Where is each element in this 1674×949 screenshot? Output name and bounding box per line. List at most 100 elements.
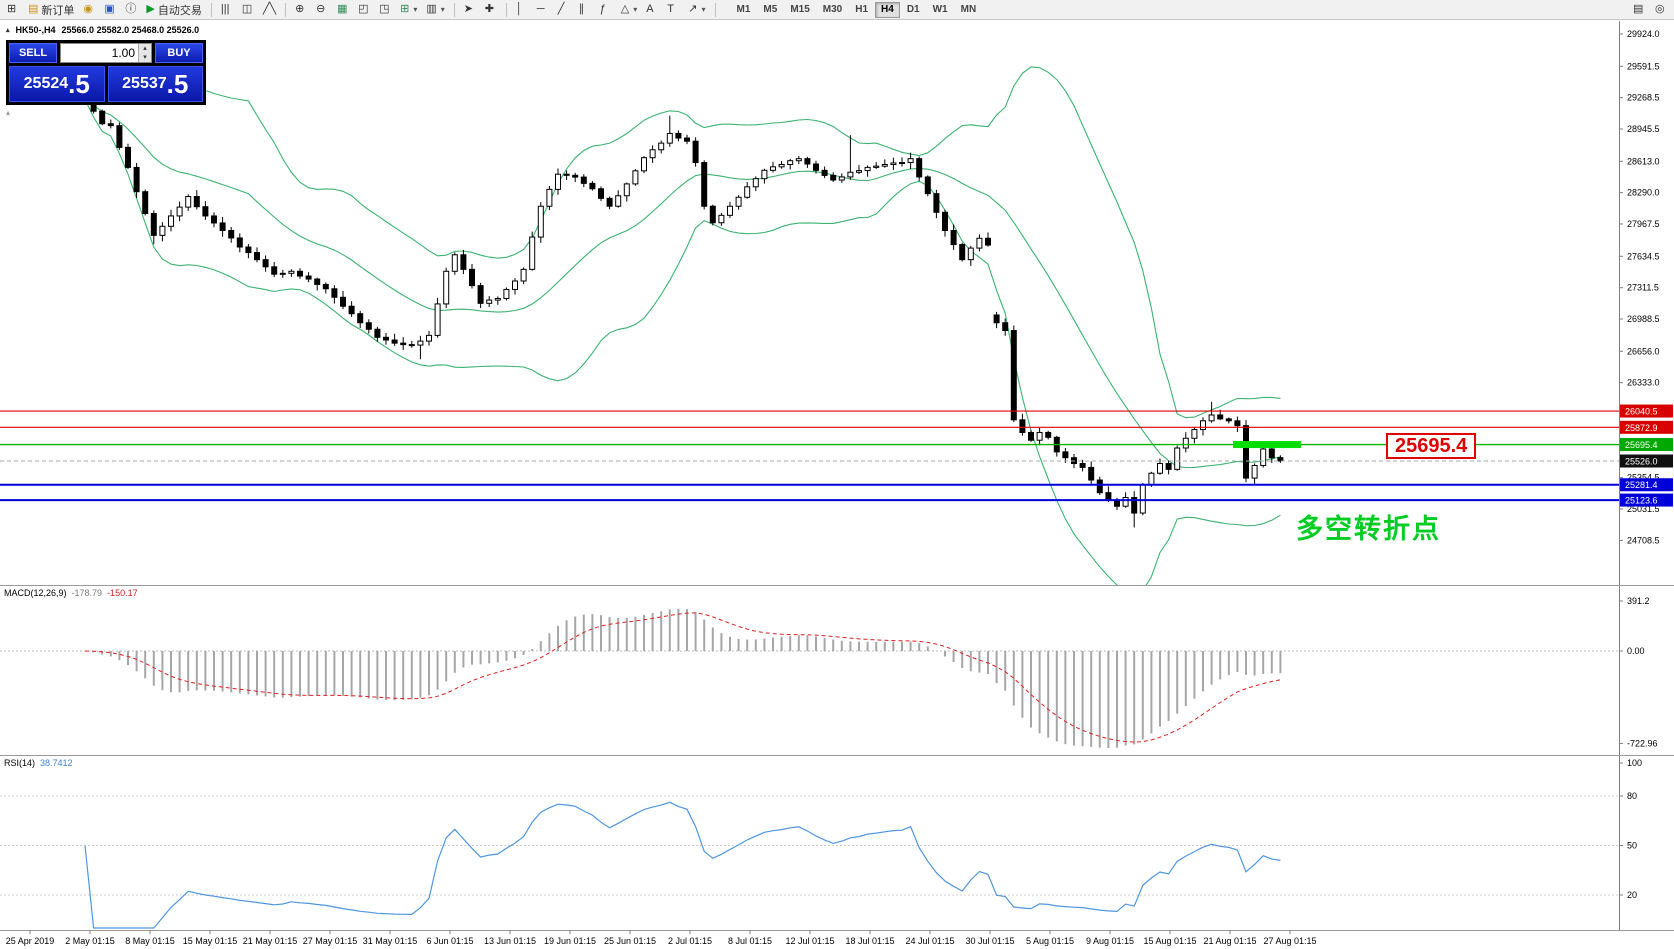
text-button[interactable]: A [642,1,662,19]
cursor-icon: ➤ [463,3,473,15]
new-order-button[interactable]: ▤ 新订单 [24,1,78,19]
timeframe-m30-button[interactable]: M30 [817,2,848,18]
svg-text:29924.0: 29924.0 [1627,29,1660,39]
timeframe-m5-button[interactable]: M5 [757,2,783,18]
candlestick-chart-icon: ◫ [241,3,253,15]
svg-text:80: 80 [1627,791,1637,801]
price-level-label[interactable]: 25695.4 [1386,433,1477,459]
svg-text:100: 100 [1627,758,1642,768]
wallet-icon: ◉ [83,3,94,15]
rsi-line [84,801,1281,929]
cursor-button[interactable]: ➤ [460,1,480,19]
new-order-icon: ▤ [28,3,39,15]
fibonacci-button[interactable]: ƒ [596,1,616,19]
volume-spinner[interactable]: 1.00 ▴ ▾ [60,43,152,63]
svg-text:25031.5: 25031.5 [1627,504,1660,514]
volume-spin-controls: ▴ ▾ [138,44,151,62]
svg-text:19 Jun 01:15: 19 Jun 01:15 [544,936,596,946]
info-icon: ⓘ [125,3,137,15]
svg-text:24708.5: 24708.5 [1627,535,1660,545]
text-label-button[interactable]: T [663,1,683,19]
shapes-button[interactable]: △ ▾ [617,1,641,19]
svg-text:8 May 01:15: 8 May 01:15 [125,936,175,946]
buy-price-int: 25537 [122,75,167,92]
volume-down-button[interactable]: ▾ [139,53,151,62]
timeframe-h1-button[interactable]: H1 [849,2,874,18]
macd-signal-value: -150.17 [107,588,138,598]
sell-button[interactable]: SELL [9,43,57,63]
svg-text:25872.9: 25872.9 [1625,423,1658,433]
price-badge: 25123.6 [1620,493,1673,507]
svg-text:2 Jul 01:15: 2 Jul 01:15 [668,936,712,946]
buy-price[interactable]: 25537.5 [107,66,203,102]
svg-text:29591.5: 29591.5 [1627,61,1660,71]
new-chart-dropdown-button[interactable]: ⊞ ▾ [396,1,421,19]
macd-panel [0,608,1619,748]
svg-text:25695.4: 25695.4 [1625,440,1658,450]
timeframe-h4-button[interactable]: H4 [875,1,900,18]
svg-text:15 Aug 01:15: 15 Aug 01:15 [1143,936,1196,946]
info-button[interactable]: ⓘ [121,1,141,19]
svg-text:26656.0: 26656.0 [1627,346,1660,356]
svg-text:28290.0: 28290.0 [1627,188,1660,198]
timeframe-w1-button[interactable]: W1 [927,2,954,18]
timeframe-mn-button[interactable]: MN [955,2,983,18]
zoom-out-button[interactable]: ⊖ [312,1,332,19]
collapse-triangle-icon[interactable]: ▴ [6,27,10,34]
zoom-in-button[interactable]: ⊕ [291,1,311,19]
search-icon: ◎ [1655,3,1665,15]
channel-button[interactable]: ∥ [575,1,595,19]
printer-icon: ▤ [1633,3,1644,15]
toolbar-separator [453,2,455,17]
trendline-button[interactable]: ╱ [554,1,574,19]
search-button[interactable]: ◎ [1651,1,1671,19]
cascade-windows-button[interactable]: ◰ [354,1,374,19]
time-axis: 25 Apr 2019 2 May 01:15 8 May 01:15 15 May … [6,930,1317,946]
terminals-button[interactable]: ▣ [100,1,120,19]
timeframe-m15-button[interactable]: M15 [784,2,815,18]
bar-chart-button[interactable]: ||| [217,1,237,19]
timeframe-m1-button[interactable]: M1 [731,2,757,18]
bollinger-middle-band [84,98,1281,469]
price-badge: 25695.4 [1620,438,1673,452]
svg-text:391.2: 391.2 [1627,596,1650,606]
auto-trading-button[interactable]: ▶ 自动交易 [142,1,205,19]
chart-title: ▴ HK50-,H4 25566.0 25582.0 25468.0 25526… [6,25,199,35]
highlight-segment[interactable] [1233,441,1301,449]
horizontal-line-button[interactable]: ─ [533,1,553,19]
macd-signal-line [84,612,1281,743]
new-chart-button[interactable]: ⊞ [3,1,23,19]
buy-button[interactable]: BUY [155,43,203,63]
price-badge: 25872.9 [1620,420,1673,434]
tile-windows-button[interactable]: ◳ [375,1,395,19]
vertical-line-button[interactable]: │ [512,1,532,19]
arrow-tools-button[interactable]: ↗ ▾ [684,1,709,19]
timeframe-group: M1 M5 M15 M30 H1 H4 D1 W1 MN [731,1,983,18]
svg-text:29268.5: 29268.5 [1627,93,1660,103]
zoom-out-icon: ⊖ [316,3,326,15]
chevron-down-icon: ▾ [633,5,638,14]
sell-price[interactable]: 25524.5 [9,66,105,102]
volume-value[interactable]: 1.00 [111,46,135,60]
svg-text:-722.96: -722.96 [1627,738,1658,748]
main-chart-panel [0,66,1619,585]
line-chart-button[interactable]: ╱╲ [259,1,280,19]
crosshair-button[interactable]: ✚ [481,1,501,19]
buy-price-frac: .5 [166,69,189,99]
svg-text:24 Jul 01:15: 24 Jul 01:15 [905,936,954,946]
print-button[interactable]: ▤ [1629,1,1649,19]
volume-up-button[interactable]: ▴ [139,44,151,53]
profiles-button[interactable]: ▥ ▾ [422,1,448,19]
toolbar-separator [714,2,716,17]
timeframe-d1-button[interactable]: D1 [901,2,926,18]
grid-button[interactable]: ▦ [333,1,353,19]
one-click-collapse-icon[interactable]: ▴ [6,108,11,117]
wallet-button[interactable]: ◉ [79,1,99,19]
candlestick-chart-button[interactable]: ◫ [238,1,258,19]
svg-text:25354.5: 25354.5 [1627,473,1660,483]
svg-text:25 Apr 2019: 25 Apr 2019 [6,936,55,946]
price-badge: 26040.5 [1620,404,1673,418]
svg-text:26988.5: 26988.5 [1627,314,1660,324]
price-axis: 29924.0 29591.5 29268.5 28945.5 28613.0 28290… [1619,21,1673,930]
